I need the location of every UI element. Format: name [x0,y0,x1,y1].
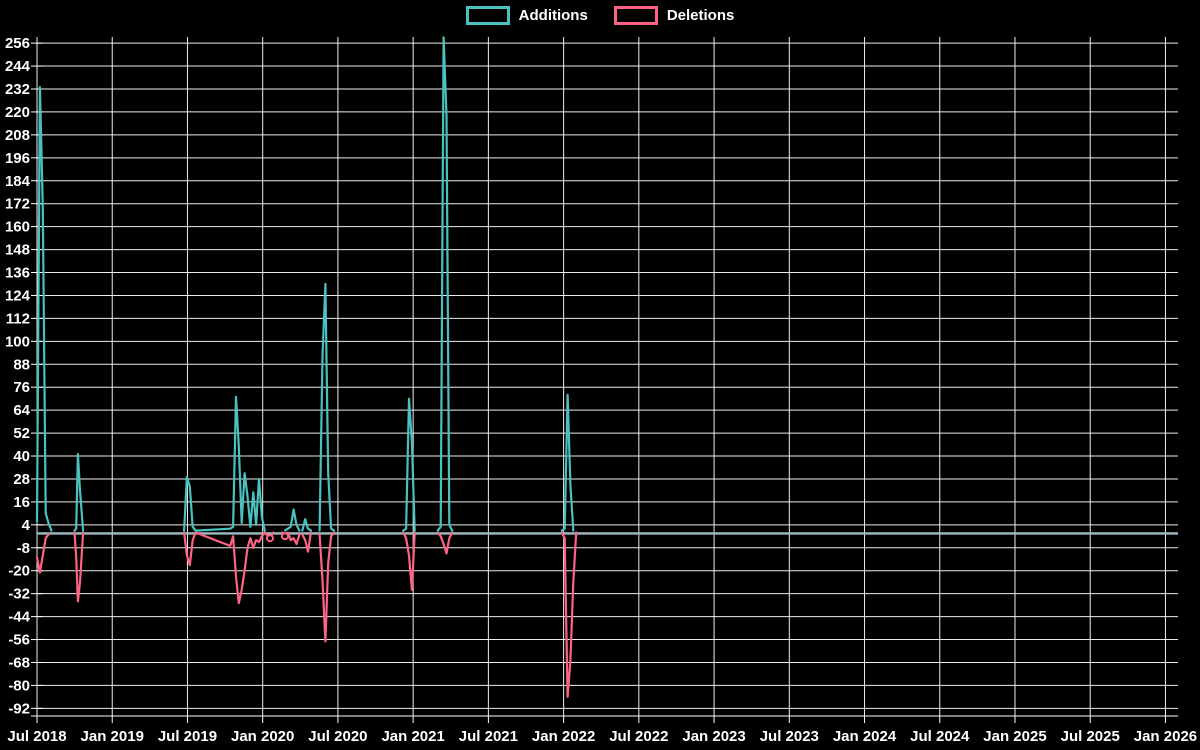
svg-text:Jan 2024: Jan 2024 [833,728,897,745]
svg-text:Jan 2026: Jan 2026 [1134,728,1197,745]
svg-text:-56: -56 [8,632,30,649]
svg-text:-92: -92 [8,700,30,717]
svg-text:148: 148 [5,242,30,259]
svg-text:Jan 2025: Jan 2025 [983,728,1046,745]
svg-text:196: 196 [5,150,30,167]
additions-line [35,36,575,532]
svg-text:Jan 2021: Jan 2021 [381,728,444,745]
svg-text:88: 88 [13,356,30,373]
legend-item-deletions[interactable]: Deletions [613,6,735,25]
deletions-legend-label: Deletions [666,7,735,24]
svg-text:Jul 2022: Jul 2022 [609,728,668,745]
grid-lines [31,37,1178,723]
svg-text:40: 40 [13,448,30,465]
svg-text:76: 76 [13,379,30,396]
x-tick-labels: Jul 2018 Jan 2019 Jul 2019 Jan 2020 Jul 2020… [7,728,1197,745]
svg-text:256: 256 [5,35,30,52]
svg-text:Jul 2023: Jul 2023 [760,728,819,745]
svg-text:28: 28 [13,471,30,488]
svg-text:244: 244 [5,58,31,75]
additions-swatch-icon [465,6,510,25]
svg-text:64: 64 [13,402,30,419]
svg-text:16: 16 [13,494,30,511]
svg-text:52: 52 [13,425,30,442]
svg-text:Jul 2018: Jul 2018 [7,728,66,745]
svg-text:Jul 2025: Jul 2025 [1061,728,1120,745]
svg-text:220: 220 [5,104,30,121]
svg-text:-32: -32 [8,586,30,603]
svg-text:-8: -8 [17,540,30,557]
svg-text:100: 100 [5,333,30,350]
svg-text:208: 208 [5,127,30,144]
svg-text:-68: -68 [8,654,30,671]
legend-item-additions[interactable]: Additions [465,6,588,25]
svg-text:124: 124 [5,287,31,304]
svg-text:Jan 2020: Jan 2020 [231,728,294,745]
svg-text:112: 112 [6,310,30,327]
svg-text:-80: -80 [8,677,30,694]
additions-legend-label: Additions [518,7,588,24]
svg-text:-44: -44 [8,609,30,626]
svg-text:Jan 2022: Jan 2022 [532,728,595,745]
svg-text:172: 172 [5,196,30,213]
deletions-line [35,531,578,698]
chart-legend: Additions Deletions [0,6,1200,25]
svg-text:160: 160 [5,219,30,236]
svg-text:Jan 2023: Jan 2023 [682,728,745,745]
svg-text:Jul 2021: Jul 2021 [459,728,518,745]
svg-text:Jul 2024: Jul 2024 [910,728,970,745]
svg-text:Jul 2020: Jul 2020 [308,728,367,745]
svg-text:184: 184 [5,173,31,190]
svg-text:-20: -20 [8,563,30,580]
svg-text:232: 232 [5,81,30,98]
svg-text:136: 136 [5,265,30,282]
svg-text:Jul 2019: Jul 2019 [158,728,217,745]
deletions-swatch-icon [613,6,658,25]
svg-text:4: 4 [22,517,31,534]
y-tick-labels: 256 244 232 220 208 196 184 172 160 148 136 124 112 1… [5,35,31,717]
point-markers [265,532,289,543]
svg-text:Jan 2019: Jan 2019 [81,728,144,745]
